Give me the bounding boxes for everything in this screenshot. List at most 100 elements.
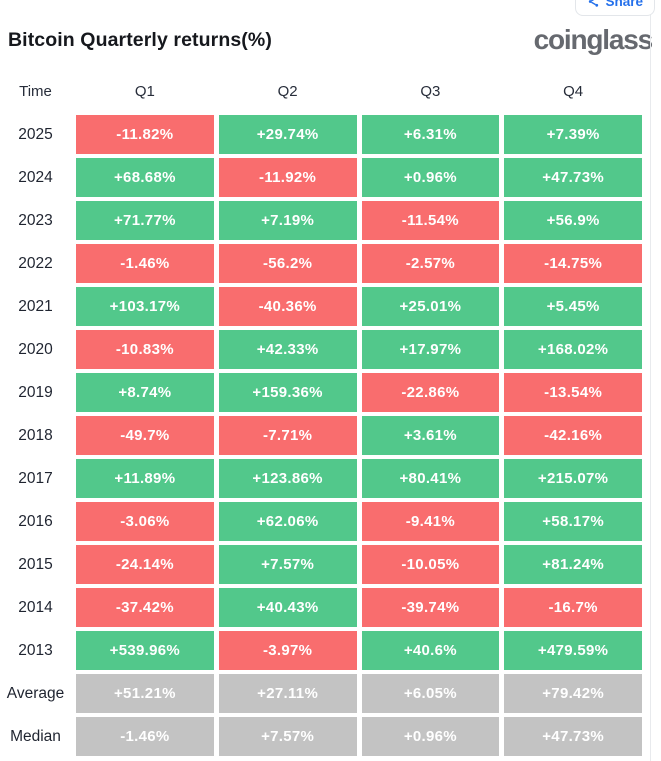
return-cell: +71.77% — [76, 201, 214, 240]
return-cell: +7.57% — [218, 545, 357, 584]
table-row: 2020 -10.83% +42.33% +17.97% +168.02% — [0, 330, 642, 369]
return-cell: -11.54% — [361, 201, 500, 240]
return-cell: -9.41% — [361, 502, 500, 541]
return-cell: +7.39% — [504, 115, 642, 154]
return-cell: -11.82% — [76, 115, 214, 154]
return-cell: +68.68% — [76, 158, 214, 197]
return-cell: +25.01% — [361, 287, 500, 326]
table-row: Average +51.21% +27.11% +6.05% +79.42% — [0, 674, 642, 713]
return-cell: -10.83% — [76, 330, 214, 369]
return-cell: +103.17% — [76, 287, 214, 326]
row-label: 2024 — [18, 168, 53, 186]
return-cell: +29.74% — [218, 115, 357, 154]
table-header-row: Time Q1 Q2 Q3 Q4 — [0, 83, 642, 101]
return-cell: -22.86% — [361, 373, 500, 412]
return-cell: -37.42% — [76, 588, 214, 627]
return-cell: +539.96% — [76, 631, 214, 670]
table-row: 2016 -3.06% +62.06% -9.41% +58.17% — [0, 502, 642, 541]
table-row: 2015 -24.14% +7.57% -10.05% +81.24% — [0, 545, 642, 584]
table-row: 2024 +68.68% -11.92% +0.96% +47.73% — [0, 158, 642, 197]
return-cell: -11.92% — [218, 158, 357, 197]
return-cell: +80.41% — [361, 459, 500, 498]
row-label: 2021 — [18, 297, 53, 315]
return-cell: -3.06% — [76, 502, 214, 541]
return-cell: +6.31% — [361, 115, 500, 154]
return-cell: +51.21% — [76, 674, 214, 713]
return-cell: +0.96% — [361, 158, 500, 197]
row-label: 2025 — [18, 125, 53, 143]
return-cell: +5.45% — [504, 287, 642, 326]
table-row: 2017 +11.89% +123.86% +80.41% +215.07% — [0, 459, 642, 498]
return-cell: +8.74% — [76, 373, 214, 412]
return-cell: +62.06% — [218, 502, 357, 541]
return-cell: -42.16% — [504, 416, 642, 455]
row-label: 2023 — [18, 211, 53, 229]
column-header-q2: Q2 — [277, 83, 298, 100]
column-header-q3: Q3 — [420, 83, 441, 100]
return-cell: +11.89% — [76, 459, 214, 498]
row-label: 2020 — [18, 340, 53, 358]
return-cell: -56.2% — [218, 244, 357, 283]
return-cell: +27.11% — [218, 674, 357, 713]
return-cell: -49.7% — [76, 416, 214, 455]
column-header-q4: Q4 — [563, 83, 584, 100]
return-cell: -39.74% — [361, 588, 500, 627]
return-cell: +7.19% — [218, 201, 357, 240]
return-cell: -3.97% — [218, 631, 357, 670]
header-bar: Bitcoin Quarterly returns(%) coinglass — [0, 0, 661, 55]
row-label: Median — [10, 727, 61, 745]
return-cell: -2.57% — [361, 244, 500, 283]
return-cell: +17.97% — [361, 330, 500, 369]
table-row: 2013 +539.96% -3.97% +40.6% +479.59% — [0, 631, 642, 670]
row-label: 2016 — [18, 512, 53, 530]
return-cell: -14.75% — [504, 244, 642, 283]
row-label: 2015 — [18, 555, 53, 573]
table-row: 2022 -1.46% -56.2% -2.57% -14.75% — [0, 244, 642, 283]
return-cell: +3.61% — [361, 416, 500, 455]
return-cell: +79.42% — [504, 674, 642, 713]
share-icon — [587, 0, 600, 8]
return-cell: +40.43% — [218, 588, 357, 627]
return-cell: +42.33% — [218, 330, 357, 369]
return-cell: +47.73% — [504, 158, 642, 197]
return-cell: +159.36% — [218, 373, 357, 412]
return-cell: -24.14% — [76, 545, 214, 584]
return-cell: -13.54% — [504, 373, 642, 412]
return-cell: +168.02% — [504, 330, 642, 369]
return-cell: +81.24% — [504, 545, 642, 584]
return-cell: +479.59% — [504, 631, 642, 670]
share-button[interactable]: Share — [575, 0, 655, 16]
row-label: 2022 — [18, 254, 53, 272]
row-label: 2017 — [18, 469, 53, 487]
table-row: Median -1.46% +7.57% +0.96% +47.73% — [0, 717, 642, 756]
table-row: 2023 +71.77% +7.19% -11.54% +56.9% — [0, 201, 642, 240]
return-cell: -1.46% — [76, 244, 214, 283]
return-cell: -1.46% — [76, 717, 214, 756]
coinglass-logo[interactable]: coinglass — [533, 24, 654, 55]
row-label: 2014 — [18, 598, 53, 616]
return-cell: +56.9% — [504, 201, 642, 240]
page-title: Bitcoin Quarterly returns(%) — [8, 29, 272, 51]
return-cell: -10.05% — [361, 545, 500, 584]
row-label: 2018 — [18, 426, 53, 444]
table-row: 2021 +103.17% -40.36% +25.01% +5.45% — [0, 287, 642, 326]
return-cell: +58.17% — [504, 502, 642, 541]
return-cell: +40.6% — [361, 631, 500, 670]
column-header-time: Time — [19, 83, 52, 100]
return-cell: +6.05% — [361, 674, 500, 713]
return-cell: +215.07% — [504, 459, 642, 498]
return-cell: -7.71% — [218, 416, 357, 455]
return-cell: +7.57% — [218, 717, 357, 756]
table-row: 2018 -49.7% -7.71% +3.61% -42.16% — [0, 416, 642, 455]
row-label: 2019 — [18, 383, 53, 401]
table-row: 2025 -11.82% +29.74% +6.31% +7.39% — [0, 115, 642, 154]
table-body: 2025 -11.82% +29.74% +6.31% +7.39% 2024 … — [0, 115, 642, 756]
row-label: Average — [6, 684, 65, 702]
table-row: 2019 +8.74% +159.36% -22.86% -13.54% — [0, 373, 642, 412]
card-right-border — [650, 0, 651, 761]
return-cell: +47.73% — [504, 717, 642, 756]
row-label: 2013 — [18, 641, 53, 659]
return-cell: -16.7% — [504, 588, 642, 627]
share-label: Share — [605, 0, 643, 9]
